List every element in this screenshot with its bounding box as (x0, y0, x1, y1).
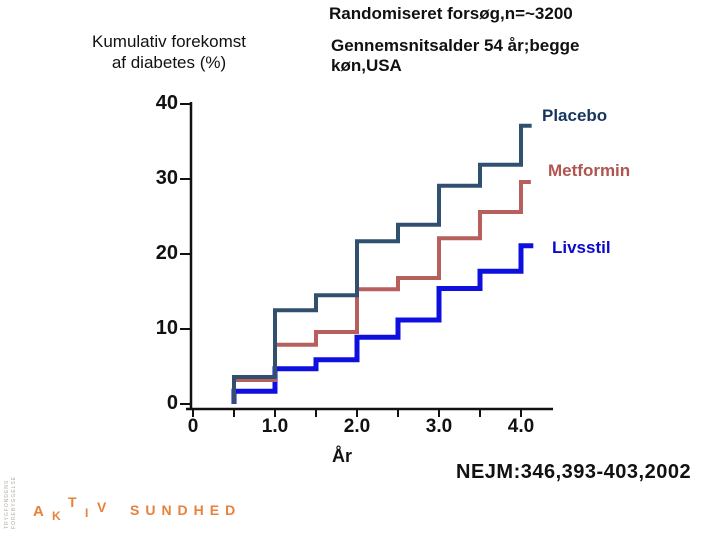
logo-letter-t: T (68, 494, 77, 510)
y-axis-label-line2: af diabetes (%) (111, 53, 227, 72)
y-axis-label: Kumulativ forekomst af diabetes (%) (84, 31, 254, 73)
x-tick-label-4: 4.0 (507, 416, 535, 437)
logo-vertical-text-2: FOREBYGGELSE (11, 477, 17, 529)
series-line-livsstil (231, 243, 534, 404)
y-tick-label-20: 20 (155, 242, 178, 264)
logo-letter-i: I (85, 506, 89, 520)
logo-letter-a: A (33, 503, 44, 520)
chart-subtitle-line1: Gennemsnitsalder 54 år;begge (331, 36, 580, 55)
x-tick-label-1: 1.0 (261, 416, 289, 437)
chart-title: Randomiseret forsøg,n=~3200 (329, 4, 573, 23)
logo-vertical-text-1: TRYGFONDENS (4, 479, 10, 529)
y-axis-label-line1: Kumulativ forekomst (92, 32, 246, 51)
logo-letter-v: V (97, 499, 107, 515)
series-line-placebo (232, 123, 532, 404)
chart-subtitle: Gennemsnitsalder 54 år;begge køn,USA (331, 36, 579, 76)
x-tick-label-0: 0 (187, 416, 199, 437)
logo-letter-k: K (52, 509, 61, 523)
legend-label-livsstil: Livsstil (552, 238, 611, 257)
x-axis-label: År (332, 446, 353, 466)
legend-label-metformin: Metformin (548, 161, 631, 180)
y-tick-label-40: 40 (155, 92, 178, 114)
legend-label-placebo: Placebo (542, 106, 608, 125)
chart-subtitle-line2: køn,USA (331, 56, 402, 75)
citation: NEJM:346,393-403,2002 (456, 461, 692, 483)
y-tick-label-0: 0 (166, 392, 178, 414)
logo-word-sundhed: SUNDHED (130, 502, 242, 518)
y-tick-label-30: 30 (155, 167, 178, 189)
x-tick-label-2: 2.0 (343, 416, 371, 437)
y-tick-label-10: 10 (155, 317, 178, 339)
x-tick-label-3: 3.0 (425, 416, 453, 437)
